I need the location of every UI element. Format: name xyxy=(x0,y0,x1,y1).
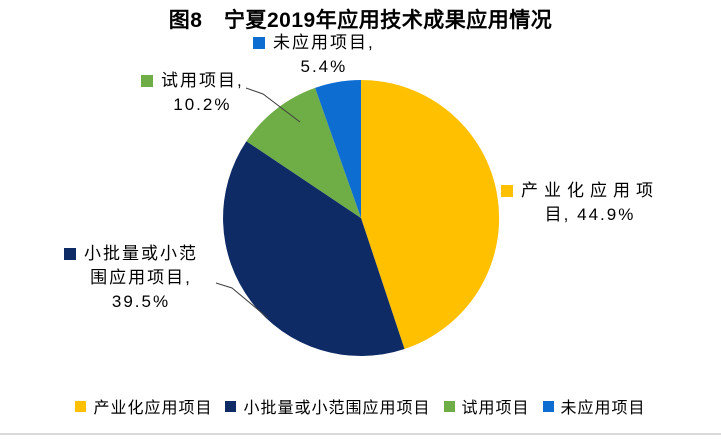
callout-industrialized-projects: 产业化应用项 目, 44.9% xyxy=(501,179,659,227)
legend-item-trial: 试用项目 xyxy=(443,394,530,418)
legend-label: 产业化应用项目 xyxy=(93,400,213,417)
legend-item-unapplied: 未应用项目 xyxy=(542,394,646,418)
callout-small-batch-projects: 小批量或小范 围应用项目, 39.5% xyxy=(64,242,198,314)
callout-value: 10.2% xyxy=(173,95,232,114)
blue-swatch-icon xyxy=(542,400,554,412)
legend-label: 小批量或小范围应用项目 xyxy=(243,400,431,417)
callout-unapplied-projects: 未应用项目, 5.4% xyxy=(253,31,375,79)
callout-label: 产业化应用项 xyxy=(521,181,659,200)
callout-label: 未应用项目, xyxy=(273,33,375,52)
navy-swatch-icon xyxy=(225,400,237,412)
green-swatch-icon xyxy=(443,400,455,412)
legend-label: 未应用项目 xyxy=(560,400,646,417)
legend-label: 试用项目 xyxy=(461,400,530,417)
pie-slice-1 xyxy=(223,141,405,357)
yellow-swatch-icon xyxy=(75,400,87,412)
callout-trial-projects: 试用项目, 10.2% xyxy=(141,69,244,117)
callout-text: 未应用项目, 5.4% xyxy=(273,31,375,79)
callout-text: 小批量或小范 围应用项目, 39.5% xyxy=(84,242,198,314)
navy-square-marker xyxy=(64,248,76,260)
legend: 产业化应用项目 小批量或小范围应用项目 试用项目 未应用项目 xyxy=(0,394,721,418)
blue-square-marker xyxy=(253,37,265,49)
callout-label: 围应用项目, xyxy=(90,268,192,287)
legend-item-small-batch: 小批量或小范围应用项目 xyxy=(225,394,430,418)
yellow-square-marker xyxy=(501,185,513,197)
callout-label: 试用项目, xyxy=(161,71,244,90)
green-square-marker xyxy=(141,75,153,87)
pie-slice-3 xyxy=(315,80,361,218)
legend-item-industrialized: 产业化应用项目 xyxy=(75,394,212,418)
pie-slice-0 xyxy=(361,79,500,349)
callout-value: 39.5% xyxy=(111,292,171,311)
chart-title: 图8 宁夏2019年应用技术成果应用情况 xyxy=(168,9,553,32)
pie-slice-2 xyxy=(246,87,361,219)
callout-text: 试用项目, 10.2% xyxy=(161,69,244,117)
callout-value: 5.4% xyxy=(300,57,348,76)
callout-text: 产业化应用项 目, 44.9% xyxy=(521,179,659,227)
callout-value: 目, 44.9% xyxy=(544,205,636,224)
callout-label: 小批量或小范 xyxy=(84,244,198,263)
bottom-divider xyxy=(0,433,721,435)
leader-line-trial xyxy=(245,87,301,123)
leader-line-small-batch xyxy=(215,282,269,319)
